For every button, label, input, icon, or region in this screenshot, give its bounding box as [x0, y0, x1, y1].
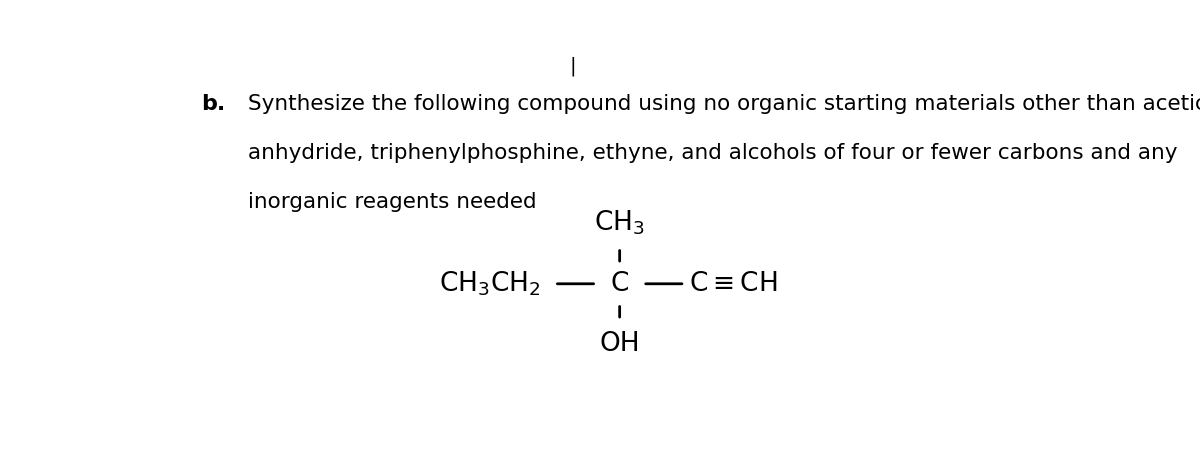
Text: CH$_3$CH$_2$: CH$_3$CH$_2$: [439, 270, 540, 298]
Text: Synthesize the following compound using no organic starting materials other than: Synthesize the following compound using …: [247, 94, 1200, 114]
Text: inorganic reagents needed: inorganic reagents needed: [247, 192, 536, 212]
Text: C: C: [611, 271, 629, 297]
Text: |: |: [570, 56, 576, 76]
Text: anhydride, triphenylphosphine, ethyne, and alcohols of four or fewer carbons and: anhydride, triphenylphosphine, ethyne, a…: [247, 143, 1177, 163]
Text: OH: OH: [599, 331, 640, 357]
Text: b.: b.: [202, 94, 226, 114]
Text: C$\equiv$CH: C$\equiv$CH: [689, 271, 778, 297]
Text: CH$_3$: CH$_3$: [594, 208, 646, 237]
